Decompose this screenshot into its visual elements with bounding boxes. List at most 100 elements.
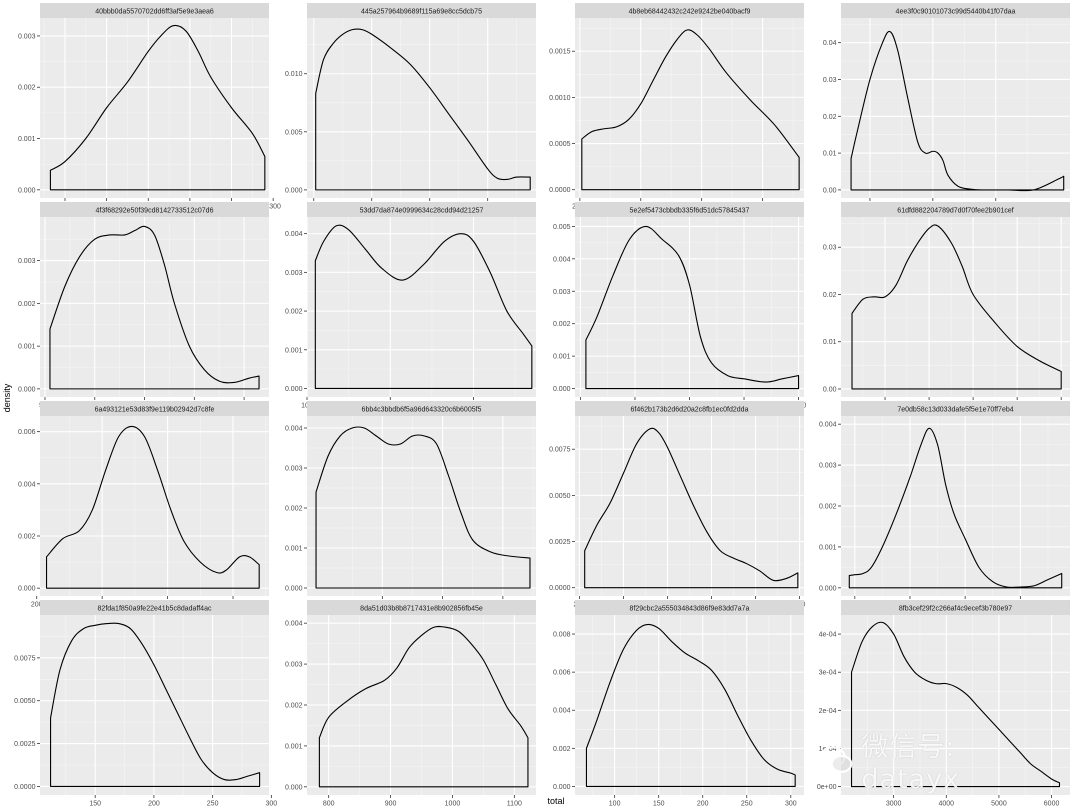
x-tick-label: 3000 (886, 801, 902, 808)
y-tick-label: 0.001 (285, 546, 303, 553)
y-tick-label: 0.04 (823, 40, 837, 47)
y-tick-label: 0.03 (823, 77, 837, 84)
x-tick-label: 1300 (265, 204, 281, 211)
facet-strip (40, 202, 269, 217)
facet-strip (841, 401, 1070, 416)
facet-title: 4ee3f0c90101073c99d5440b41f07daa (896, 9, 1016, 16)
density-curve (581, 29, 800, 191)
y-tick-label: 0.000 (18, 386, 36, 393)
density-curve (584, 427, 799, 589)
facet-panel: 4ee3f0c90101073c99d5440b41f07daa2550750.… (823, 3, 1070, 211)
y-tick-label: 0.005 (285, 129, 303, 136)
density-curve (45, 425, 260, 589)
x-tick-label: 150 (653, 801, 665, 808)
density-curve (49, 24, 266, 191)
panel-background (40, 217, 269, 397)
facet-title: 445a257964b9689f115a69e8cc5dcb75 (361, 9, 482, 16)
x-tick-label: 800 (323, 801, 335, 808)
y-tick-label: 0.004 (18, 481, 36, 488)
y-tick-label: 0.0015 (549, 49, 571, 56)
x-tick-label: 200 (697, 801, 709, 808)
y-tick-label: 0.01 (823, 339, 837, 346)
panel-background (841, 18, 1070, 198)
facet-panel: 6bb4c3bbdb6f5a96d643320c6b6005f570080090… (285, 401, 536, 609)
y-tick-label: 0.001 (18, 344, 36, 351)
facet-title: 82fda1f850a9fe22e41b5c8dadaff4ac (98, 606, 212, 613)
y-tick-label: 0.006 (553, 670, 571, 677)
facet-title: 53dd7da874e0999634c28cdd94d21257 (360, 208, 484, 215)
density-curve (315, 426, 531, 589)
x-tick-label: 150 (89, 801, 101, 808)
y-tick-label: 0.001 (18, 136, 36, 143)
y-tick-label: 0.002 (819, 504, 837, 511)
y-tick-label: 0.003 (819, 463, 837, 470)
panel-background (575, 18, 804, 198)
facet-panel: 61dfd882204789d7d0f70fee2b901cef40506070… (823, 202, 1070, 410)
y-tick-label: 0.00 (823, 187, 837, 194)
panel-background (40, 615, 269, 795)
y-tick-label: 0.000 (553, 784, 571, 791)
y-tick-label: 0.001 (819, 544, 837, 551)
y-tick-label: 0e+00 (817, 784, 837, 791)
y-tick-label: 0.000 (553, 386, 571, 393)
density-curve (848, 427, 1063, 589)
y-tick-label: 0.0000 (549, 187, 571, 194)
density-curve (318, 625, 529, 788)
facet-title: 6a493121e53d83f9e119b02942d7c8fe (95, 407, 215, 414)
y-tick-label: 0.006 (18, 429, 36, 436)
facet-strip (841, 600, 1070, 615)
facet-strip (575, 401, 804, 416)
y-tick-label: 0.004 (553, 256, 571, 263)
y-tick-label: 0.000 (285, 187, 303, 194)
y-tick-label: 0.002 (18, 301, 36, 308)
x-tick-label: 5000 (991, 801, 1007, 808)
x-tick-label: 4000 (938, 801, 954, 808)
facet-strip (307, 3, 536, 18)
y-tick-label: 0.002 (285, 703, 303, 710)
facet-title: 6f462b173b2d6d20a2c8fb1ec0fd2dda (631, 407, 749, 414)
y-tick-label: 0.000 (285, 386, 303, 393)
facet-panel: 8fb3cef29f2c266af4c9ecef3b780e97 3000 4000… (817, 600, 1070, 808)
facet-title: 40bbb0da5570702dd6ff3af5e9e3aea6 (95, 9, 214, 16)
y-tick-label: 0.003 (285, 270, 303, 277)
y-tick-label: 0.03 (823, 245, 837, 252)
facet-strip (841, 202, 1070, 217)
y-tick-label: 0.002 (285, 506, 303, 513)
y-tick-label: 1e-04 (819, 746, 837, 753)
facet-panel: 6f462b173b2d6d20a2c8fb1ec0fd2dda25030035… (549, 401, 806, 609)
facet-strip (307, 600, 536, 615)
x-tick-label: 200 (31, 602, 43, 609)
y-tick-label: 0.004 (285, 426, 303, 433)
x-tick-label: 1000 (445, 801, 461, 808)
density-curve (50, 622, 261, 787)
y-tick-label: 0.02 (823, 114, 837, 121)
y-tick-label: 0.0075 (549, 447, 571, 454)
y-tick-label: 0.0010 (549, 95, 571, 102)
facet-strip (575, 202, 804, 217)
facet-title: 61dfd882204789d7d0f70fee2b901cef (897, 208, 1013, 215)
y-tick-label: 0.000 (285, 784, 303, 791)
facet-title: 8da51d03b8b8717431e8b902856fb45e (360, 606, 483, 613)
y-tick-label: 0.000 (819, 585, 837, 592)
y-tick-label: 0.0000 (14, 784, 36, 791)
density-curve (851, 224, 1062, 390)
facet-title: 8f29cbc2a555034843d86f9e83dd7a7a (630, 606, 750, 613)
y-tick-label: 0.002 (285, 309, 303, 316)
facet-title: 8fb3cef29f2c266af4c9ecef3b780e97 (899, 606, 1012, 613)
y-tick-label: 0.002 (18, 85, 36, 92)
panel-background (841, 217, 1070, 397)
panel-background (307, 217, 536, 397)
y-tick-label: 0.003 (18, 33, 36, 40)
y-tick-label: 3e-04 (819, 670, 837, 677)
y-tick-label: 0.0075 (14, 655, 36, 662)
density-curve (314, 224, 533, 390)
y-tick-label: 0.0000 (549, 585, 571, 592)
y-tick-label: 4e-04 (819, 632, 837, 639)
facet-panel: 8da51d03b8b8717431e8b902856fb45e 800 900 10… (285, 600, 536, 808)
y-tick-label: 0.0025 (549, 539, 571, 546)
y-tick-label: 0.001 (553, 354, 571, 361)
facet-title: 5e2ef5473cbbdb335f6d51dc57845437 (630, 208, 750, 215)
x-tick-label: 900 (385, 801, 397, 808)
panel-background (307, 416, 536, 596)
